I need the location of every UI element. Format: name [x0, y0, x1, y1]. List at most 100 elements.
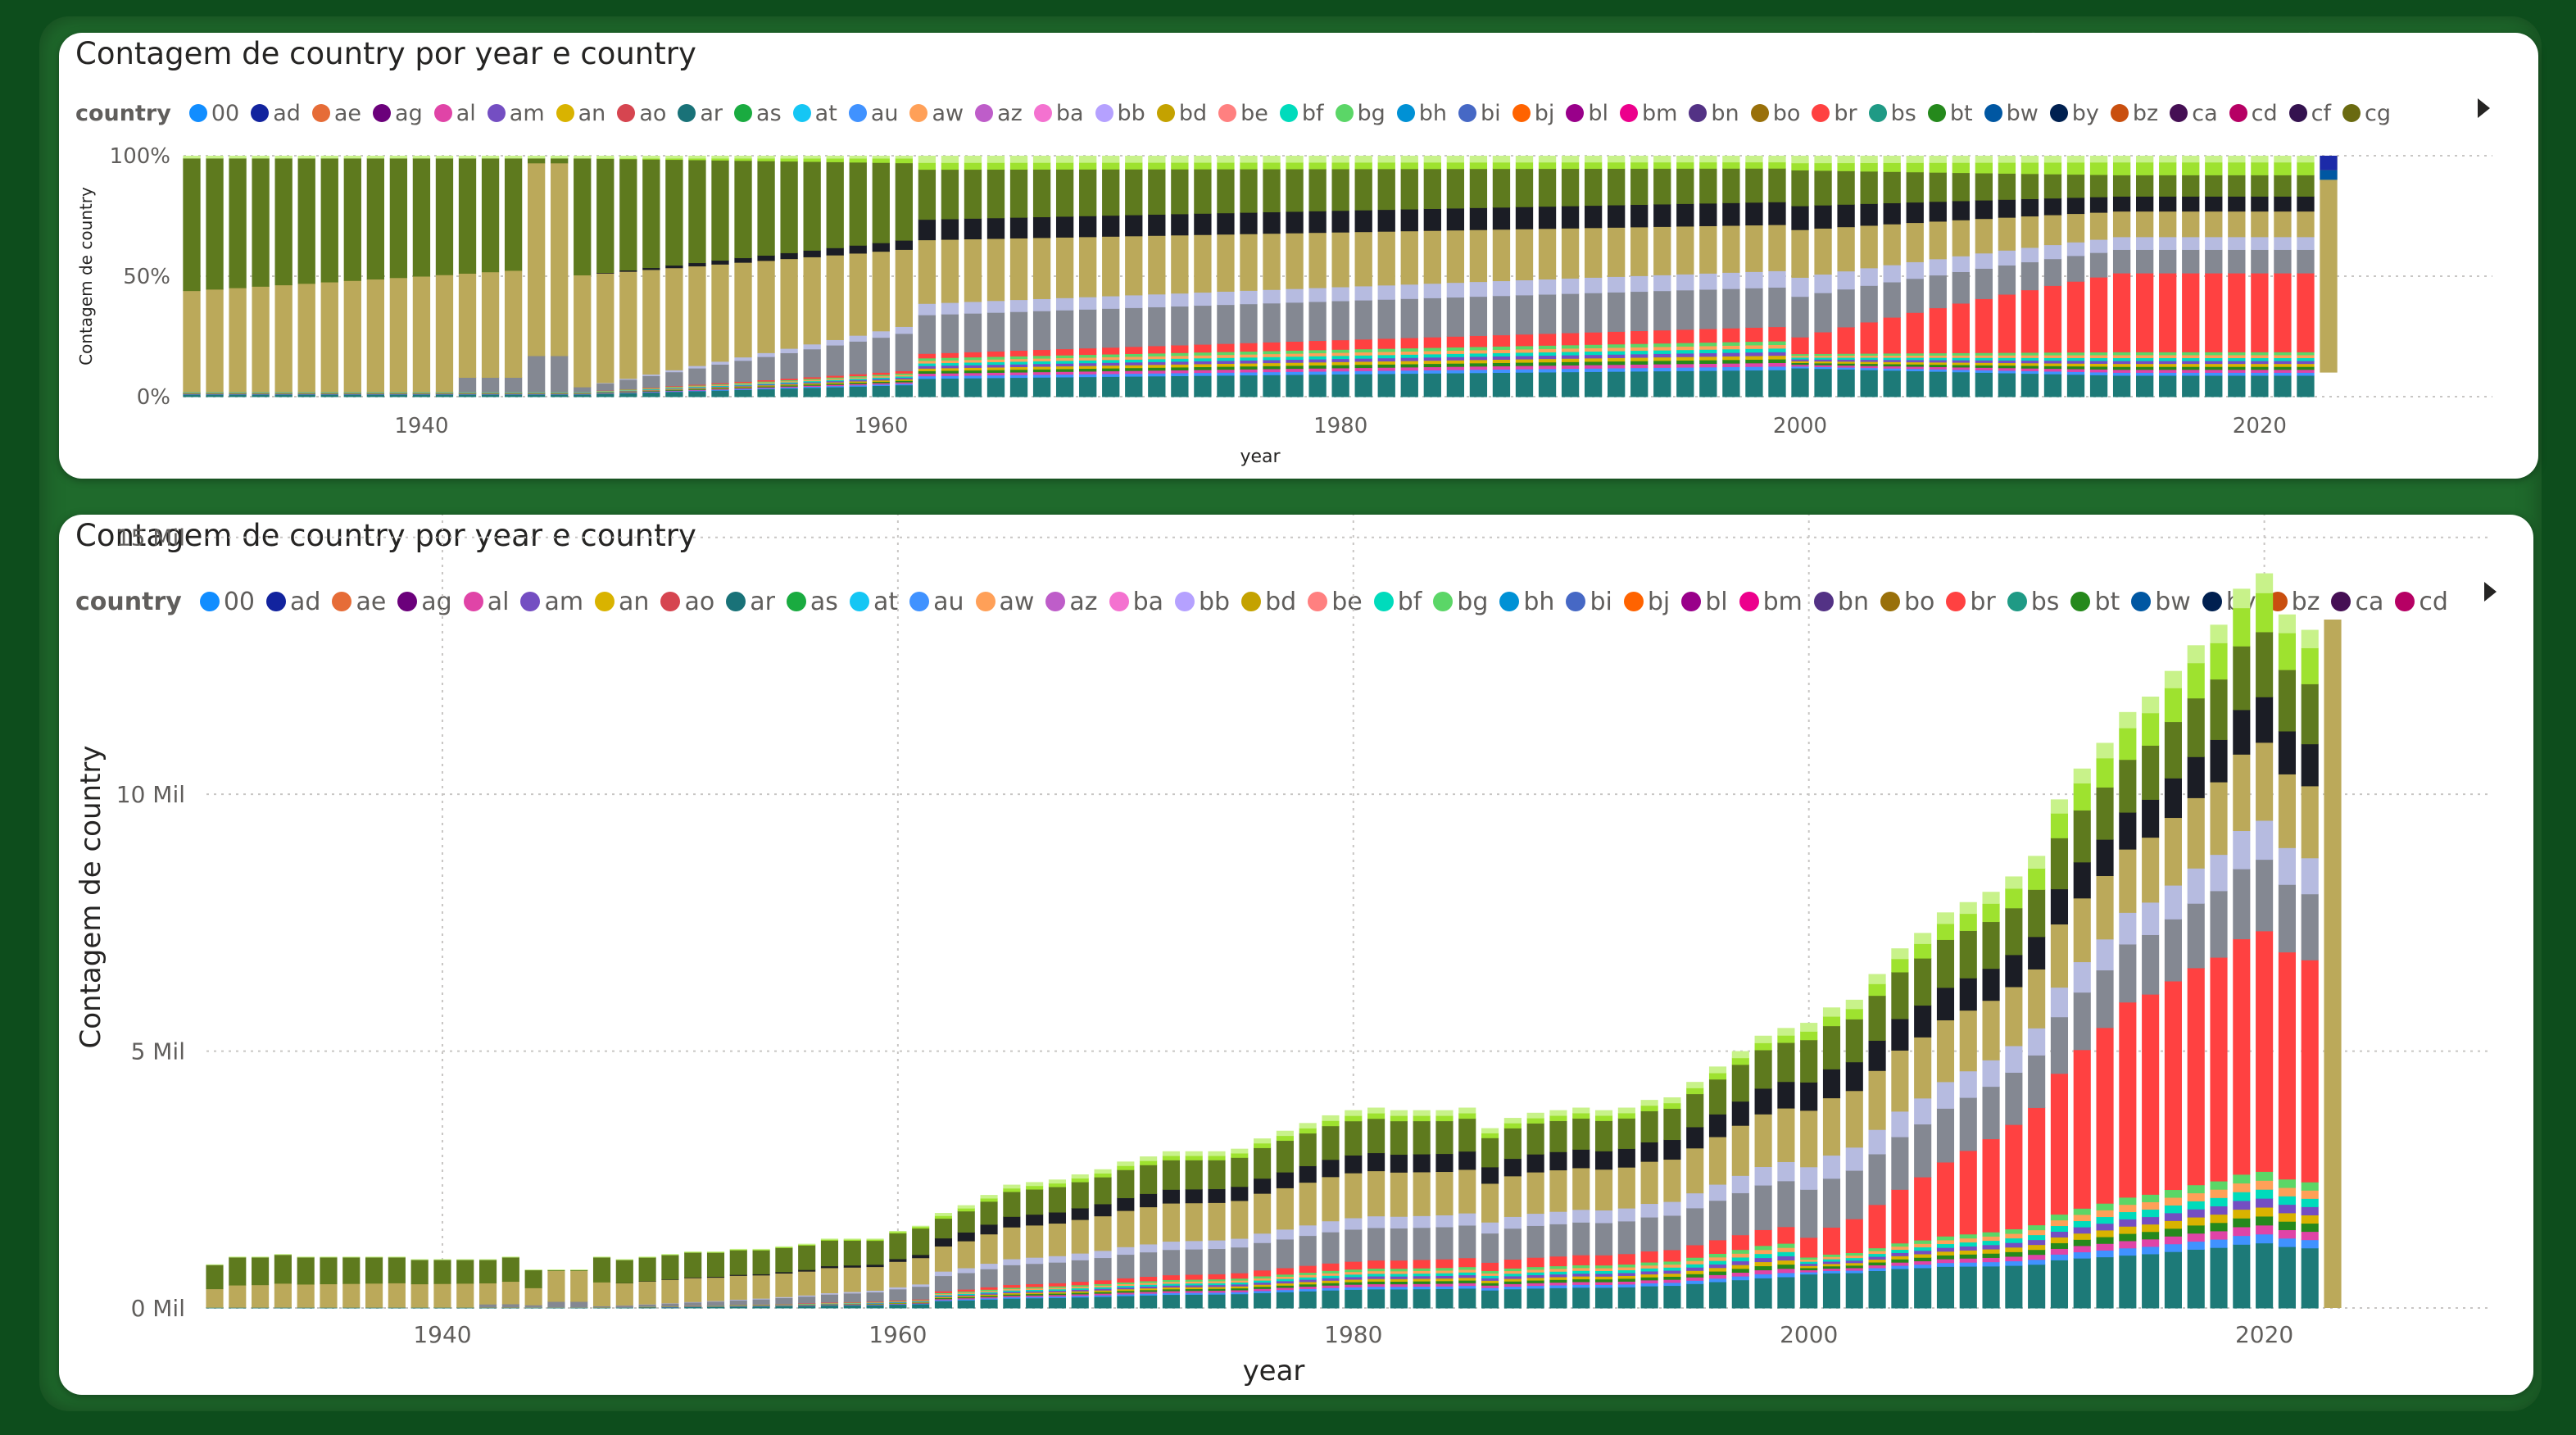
- bar-segment: [1617, 1283, 1635, 1287]
- bar-segment: [1906, 359, 1924, 363]
- bar-segment: [1754, 1035, 1772, 1043]
- legend-item-bb[interactable]: bb: [1175, 588, 1230, 616]
- legend-item-bw[interactable]: bw: [2131, 588, 2191, 616]
- legend-item-bw[interactable]: bw: [1984, 101, 2039, 126]
- legend-item-bm[interactable]: bm: [1619, 101, 1677, 126]
- legend-item-bh[interactable]: bh: [1499, 588, 1554, 616]
- bar-segment: [1390, 1110, 1408, 1116]
- legend-item-cd[interactable]: cd: [2395, 588, 2448, 616]
- bar-segment: [1860, 321, 1878, 354]
- legend-item-au[interactable]: au: [909, 588, 964, 616]
- legend-item-al[interactable]: al: [433, 101, 476, 126]
- legend-item-bf[interactable]: bf: [1279, 101, 1324, 126]
- legend-item-bm[interactable]: bm: [1739, 588, 1803, 616]
- stacked-count-chart-card[interactable]: Contagem de country por year e country c…: [59, 515, 2533, 1395]
- legend-item-at[interactable]: at: [792, 101, 837, 126]
- legend-item-ao[interactable]: ao: [660, 588, 714, 616]
- bar-segment: [1354, 352, 1372, 356]
- legend-item-cg[interactable]: cg: [2342, 101, 2391, 126]
- legend-item-bn[interactable]: bn: [1689, 101, 1739, 126]
- legend-item-00[interactable]: 00: [199, 588, 255, 616]
- bar-segment: [1594, 1284, 1613, 1288]
- legend-item-al[interactable]: al: [463, 588, 509, 616]
- legend-next-arrow-icon[interactable]: [2478, 98, 2490, 118]
- bar-segment: [1777, 1256, 1795, 1261]
- legend-item-bf[interactable]: bf: [1373, 588, 1422, 616]
- legend-item-bh[interactable]: bh: [1396, 101, 1447, 126]
- legend-item-ad[interactable]: ad: [266, 588, 320, 616]
- legend-item-ae[interactable]: ae: [311, 101, 361, 126]
- legend-item-bt[interactable]: bt: [1927, 101, 1973, 126]
- legend-item-bd[interactable]: bd: [1241, 588, 1296, 616]
- bar-segment: [1345, 1228, 1363, 1262]
- bar-segment: [2043, 368, 2062, 372]
- legend-item-an[interactable]: an: [556, 101, 605, 126]
- bar-segment: [957, 1268, 975, 1274]
- legend-item-00[interactable]: 00: [188, 101, 239, 126]
- legend-item-by[interactable]: by: [2049, 101, 2099, 126]
- legend-item-au[interactable]: au: [848, 101, 898, 126]
- legend-item-be[interactable]: be: [1218, 101, 1268, 126]
- bar-segment: [1722, 161, 1740, 169]
- legend-item-bo[interactable]: bo: [1880, 588, 1934, 616]
- legend-item-cf[interactable]: cf: [2288, 101, 2331, 126]
- legend-item-ae[interactable]: ae: [332, 588, 386, 616]
- bar-segment: [1722, 328, 1740, 343]
- legend-item-cd[interactable]: cd: [2229, 101, 2278, 126]
- legend-item-ao[interactable]: ao: [617, 101, 666, 126]
- bar-segment: [1868, 974, 1886, 984]
- legend-item-ba[interactable]: ba: [1033, 101, 1084, 126]
- legend-item-be[interactable]: be: [1308, 588, 1363, 616]
- legend-item-bo[interactable]: bo: [1750, 101, 1800, 126]
- legend-item-bi[interactable]: bi: [1458, 101, 1501, 126]
- legend-item-bz[interactable]: bz: [2110, 101, 2158, 126]
- legend-item-bn[interactable]: bn: [1813, 588, 1869, 616]
- legend-next-arrow-icon[interactable]: [2484, 582, 2497, 602]
- legend-item-bd[interactable]: bd: [1156, 101, 1207, 126]
- legend-item-at[interactable]: at: [849, 588, 898, 616]
- bar-segment: [2159, 361, 2177, 365]
- legend-item-aw[interactable]: aw: [909, 101, 964, 126]
- legend-item-am[interactable]: am: [487, 101, 545, 126]
- legend-item-bj[interactable]: bj: [1512, 101, 1554, 126]
- legend-item-az[interactable]: az: [975, 101, 1023, 126]
- bar-segment: [343, 394, 361, 397]
- legend-item-ad[interactable]: ad: [251, 101, 301, 126]
- legend-item-br[interactable]: br: [1946, 588, 1996, 616]
- bar-segment: [1952, 302, 1970, 353]
- legend-item-bi[interactable]: bi: [1566, 588, 1612, 616]
- legend-item-as[interactable]: as: [786, 588, 838, 616]
- legend-item-ar[interactable]: ar: [678, 101, 723, 126]
- legend-item-bs[interactable]: bs: [2007, 588, 2059, 616]
- legend-item-br[interactable]: br: [1812, 101, 1857, 126]
- bar-segment: [1503, 1123, 1522, 1128]
- bar-segment: [711, 156, 729, 159]
- legend-item-ba[interactable]: ba: [1109, 588, 1163, 616]
- legend-item-ca[interactable]: ca: [2331, 588, 2383, 616]
- bar-segment: [2278, 1212, 2296, 1222]
- bar-segment: [1663, 1139, 1681, 1160]
- bar-segment: [642, 389, 660, 391]
- legend-item-am[interactable]: am: [520, 588, 583, 616]
- legend-item-aw[interactable]: aw: [975, 588, 1034, 616]
- legend-item-bt[interactable]: bt: [2070, 588, 2120, 616]
- legend-item-ar[interactable]: ar: [726, 588, 775, 616]
- percent-stacked-chart-card[interactable]: Contagem de country por year e country c…: [59, 33, 2538, 479]
- legend-item-bs[interactable]: bs: [1868, 101, 1916, 126]
- legend-item-bg[interactable]: bg: [1433, 588, 1488, 616]
- legend-item-ag[interactable]: ag: [397, 588, 452, 616]
- legend-item-ag[interactable]: ag: [373, 101, 423, 126]
- legend-item-az[interactable]: az: [1045, 588, 1098, 616]
- legend-item-bj[interactable]: bj: [1623, 588, 1670, 616]
- legend-item-bl[interactable]: bl: [1566, 101, 1608, 126]
- legend-item-bb[interactable]: bb: [1095, 101, 1145, 126]
- legend-item-an[interactable]: an: [595, 588, 649, 616]
- legend-item-ca[interactable]: ca: [2170, 101, 2218, 126]
- legend-item-as[interactable]: as: [734, 101, 782, 126]
- legend-item-bl[interactable]: bl: [1681, 588, 1728, 616]
- bar-segment: [918, 366, 937, 369]
- bar-segment: [665, 388, 683, 391]
- legend-item-bg[interactable]: bg: [1335, 101, 1386, 126]
- bar-segment: [1731, 1253, 1749, 1258]
- legend-swatch: [1813, 592, 1834, 611]
